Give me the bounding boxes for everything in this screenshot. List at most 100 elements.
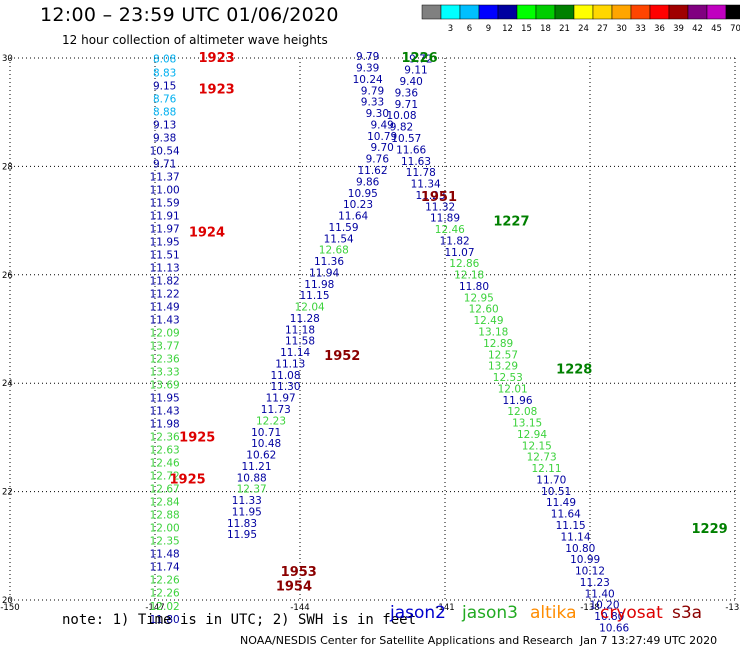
legend-bin-label: 39 (673, 24, 684, 34)
wave-height-point: 10.24 (353, 74, 383, 86)
wave-height-point: 11.33 (232, 495, 262, 507)
x-tick-label: -147 (145, 603, 164, 613)
wave-height-point: 11.95 (232, 506, 262, 518)
wave-height-point: 10.12 (575, 566, 605, 578)
wave-height-point: 11.59 (328, 222, 358, 234)
wave-height-point: 11.15 (299, 290, 329, 302)
wave-height-point: 10.88 (237, 472, 267, 484)
wave-height-point: 12.15 (522, 440, 552, 452)
wave-height-point: 11.95 (150, 393, 180, 405)
legend-swatch (535, 4, 556, 20)
time-label: 1953 (281, 565, 317, 580)
wave-height-point: 11.97 (266, 393, 296, 405)
wave-height-point: 11.48 (150, 549, 180, 561)
credit-line: NOAA/NESDIS Center for Satellite Applica… (240, 634, 574, 647)
time-label: 1229 (692, 522, 728, 537)
legend-s3a: s3a (672, 603, 703, 623)
legend-cryosat: cryosat (600, 603, 663, 623)
wave-height-point: 12.23 (256, 415, 286, 427)
time-label: 1952 (324, 349, 360, 364)
wave-height-point: 10.80 (565, 543, 595, 555)
wave-height-point: 12.37 (237, 484, 267, 496)
wave-height-point: 12.01 (498, 383, 528, 395)
wave-height-point: 11.62 (357, 165, 387, 177)
wave-height-point: 11.14 (280, 347, 310, 359)
wave-height-point: 11.95 (227, 529, 257, 541)
wave-height-point: 10.08 (386, 110, 416, 122)
time-label: 1923 (199, 82, 235, 97)
y-tick-label: 22 (2, 488, 13, 498)
wave-height-points: 8.088.839.158.768.889.139.3810.549.7111.… (150, 51, 630, 634)
wave-height-point: 12.95 (464, 292, 494, 304)
legend-bin-label: 42 (692, 24, 703, 34)
wave-height-point: 12.94 (517, 429, 547, 441)
wave-height-point: 13.33 (150, 367, 180, 379)
time-labels: 1923 1923 1924 1925 1925 1226 1951 1227 1952 1228… (170, 51, 728, 594)
time-label: 1228 (556, 363, 592, 378)
wave-height-point: 12.49 (473, 315, 503, 327)
wave-height-point: 12.36 (150, 354, 180, 366)
wave-height-point: 12.84 (150, 497, 180, 509)
wave-height-point: 12.04 (295, 302, 325, 314)
legend-bin-label: 70 (730, 24, 740, 34)
wave-height-point: 9.72 (409, 53, 432, 65)
time-label: 1925 (179, 430, 215, 445)
wave-height-point: 11.82 (440, 235, 470, 247)
wave-height-point: 9.82 (390, 122, 413, 134)
legend-bin-label: 6 (467, 24, 472, 34)
wave-height-point: 11.91 (150, 211, 180, 223)
wave-height-point: 10.23 (343, 199, 373, 211)
wave-height-point: 12.11 (531, 463, 561, 475)
wave-height-point: 11.63 (401, 156, 431, 168)
wave-height-point: 12.88 (150, 510, 180, 522)
grid-lines (9, 57, 736, 601)
wave-height-point: 10.48 (251, 438, 281, 450)
wave-height-point: 10.99 (570, 554, 600, 566)
legend-swatch (630, 4, 651, 20)
wave-height-point: 12.26 (150, 588, 180, 600)
wave-height-point: 8.83 (153, 67, 176, 79)
legend-bin-label: 3 (448, 24, 453, 34)
time-label: 1951 (421, 190, 457, 205)
x-tick-label: -135 (725, 603, 740, 613)
wave-height-point: 12.35 (150, 536, 180, 548)
wave-height-point: 13.18 (478, 327, 508, 339)
wave-height-point: 11.78 (406, 167, 436, 179)
wave-height-point: 12.67 (150, 484, 180, 496)
wave-height-point: 11.13 (275, 358, 305, 370)
wave-height-point: 11.80 (459, 281, 489, 293)
wave-height-point: 11.43 (150, 406, 180, 418)
time-label: 1925 (170, 473, 206, 488)
legend-altika: altika (530, 603, 577, 623)
legend-bin-label: 9 (486, 24, 491, 34)
chart-title: 12:00 – 23:59 UTC 01/06/2020 (40, 4, 339, 26)
wave-height-point: 13.69 (150, 380, 180, 392)
footer-note: note: 1) Time is in UTC; 2) SWH is in fe… (62, 612, 417, 628)
wave-height-point: 9.40 (399, 76, 422, 88)
wave-height-point: 10.66 (599, 622, 629, 634)
axes: -150 -147 -144 -141 -138 -135 20 22 24 26 28 30 (0, 54, 740, 613)
wave-height-point: 9.15 (153, 80, 176, 92)
wave-height-point: 9.30 (366, 108, 389, 120)
wave-height-point: 12.02 (150, 601, 180, 613)
wave-height-point: 11.18 (285, 324, 315, 336)
legend-bin-label: 45 (711, 24, 722, 34)
wave-height-point: 11.43 (150, 315, 180, 327)
time-label: 1923 (199, 51, 235, 66)
wave-height-point: 12.60 (469, 304, 499, 316)
legend-jason2: jason2 (390, 603, 446, 623)
wave-height-point: 11.21 (241, 461, 271, 473)
wave-height-point: 9.13 (153, 119, 176, 131)
wave-height-point: 11.49 (546, 497, 576, 509)
wave-height-point: 11.64 (338, 211, 368, 223)
wave-height-point: 11.14 (560, 531, 590, 543)
y-tick-label: 26 (2, 271, 13, 281)
y-tick-label: 20 (2, 596, 13, 606)
wave-height-point: 11.36 (314, 256, 344, 268)
wave-height-point: 8.76 (153, 93, 177, 105)
wave-height-point: 11.28 (290, 313, 320, 325)
wave-height-point: 12.53 (493, 372, 523, 384)
wave-height-point: 12.08 (507, 406, 537, 418)
